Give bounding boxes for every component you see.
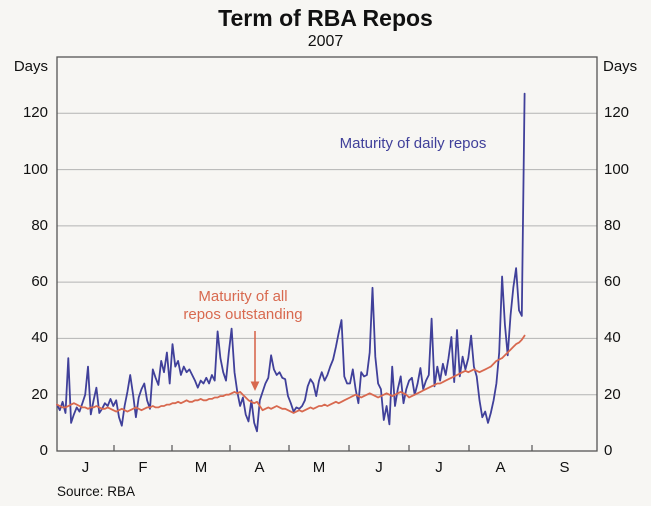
y-axis-unit-right: Days — [603, 58, 638, 75]
x-month-label-8: S — [559, 459, 570, 476]
daily-repos-line — [56, 92, 526, 433]
chart-subtitle: 2007 — [307, 33, 344, 50]
y-tick-label-right-0: 0 — [604, 442, 613, 459]
annotation-arrow-head — [250, 381, 260, 391]
x-month-label-7: A — [495, 459, 506, 476]
x-month-label-3: A — [254, 459, 265, 476]
y-tick-label-left-100: 100 — [22, 160, 48, 178]
y-tick-label-right-60: 60 — [604, 273, 621, 291]
y-tick-label-left-120: 120 — [22, 104, 48, 122]
y-tick-label-right-120: 120 — [604, 104, 630, 122]
y-tick-label-right-80: 80 — [604, 216, 621, 234]
x-month-label-6: J — [435, 459, 443, 476]
annotation-daily-repos: Maturity of daily repos — [339, 135, 487, 152]
y-tick-label-left-60: 60 — [31, 273, 48, 291]
annotation-repos-outstanding: Maturity of all repos outstanding — [183, 288, 303, 323]
y-tick-label-left-20: 20 — [31, 385, 48, 403]
y-tick-label-left-0: 0 — [39, 442, 48, 459]
y-tick-label-right-100: 100 — [604, 160, 630, 178]
x-month-label-5: J — [375, 459, 383, 476]
plot-frame — [56, 56, 598, 452]
x-month-label-4: M — [312, 459, 326, 476]
x-month-label-2: M — [194, 459, 208, 476]
y-tick-label-left-40: 40 — [31, 329, 48, 347]
y-tick-label-right-20: 20 — [604, 385, 621, 403]
y-axis-unit-left: Days — [13, 58, 48, 75]
source-note: Source: RBA — [57, 484, 136, 499]
x-month-label-1: F — [138, 459, 148, 476]
repos-outstanding-line — [56, 334, 526, 414]
x-month-label-0: J — [81, 459, 90, 476]
chart-title: Term of RBA Repos — [218, 5, 433, 31]
y-tick-label-right-40: 40 — [604, 329, 621, 347]
y-tick-label-left-80: 80 — [31, 216, 48, 234]
